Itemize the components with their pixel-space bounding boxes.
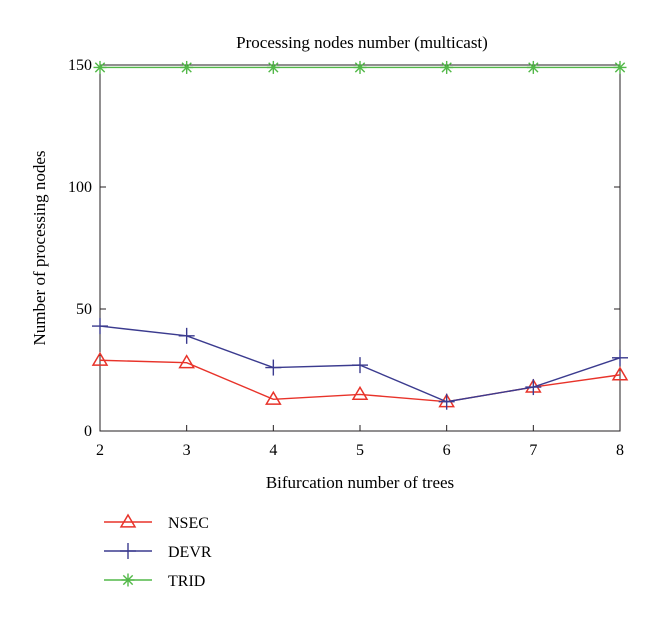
plot-area-frame xyxy=(99,64,621,432)
y-tick-label: 50 xyxy=(76,301,92,318)
y-tick-label: 0 xyxy=(84,423,92,440)
data-point-nsec xyxy=(611,366,629,381)
data-point-devr xyxy=(612,349,628,366)
legend-marker-trid xyxy=(121,573,135,587)
data-point-trid xyxy=(180,60,194,74)
data-point-devr xyxy=(438,393,455,410)
legend: NSEC DEVR TRID xyxy=(104,513,212,590)
data-point-trid xyxy=(613,60,627,74)
legend-marker-nsec xyxy=(119,513,137,528)
y-tick-label: 150 xyxy=(68,57,92,74)
data-point-trid xyxy=(526,60,540,74)
y-axis-label: Number of processing nodes xyxy=(30,151,49,346)
legend-item-devr: DEVR xyxy=(104,543,212,561)
data-point-nsec xyxy=(265,390,282,405)
data-point-devr xyxy=(265,359,282,376)
series-layer xyxy=(91,60,629,410)
data-point-trid xyxy=(353,60,367,74)
data-point-nsec xyxy=(351,385,369,401)
legend-marker-devr xyxy=(120,543,136,559)
y-tick-label: 100 xyxy=(68,179,92,196)
data-point-trid xyxy=(266,60,280,74)
legend-item-nsec: NSEC xyxy=(104,513,209,532)
x-tick-label: 6 xyxy=(443,442,451,459)
legend-label-nsec: NSEC xyxy=(168,515,209,532)
data-point-devr xyxy=(178,327,195,344)
data-point-devr xyxy=(525,379,542,396)
x-axis-label: Bifurcation number of trees xyxy=(266,473,454,492)
data-point-nsec xyxy=(91,351,109,366)
x-tick-label: 5 xyxy=(356,442,364,459)
x-tick-label: 2 xyxy=(96,442,104,459)
data-point-devr xyxy=(92,318,108,335)
chart-title: Processing nodes number (multicast) xyxy=(236,33,488,52)
x-tick-label: 8 xyxy=(616,442,624,459)
x-tick-label: 4 xyxy=(269,442,277,459)
data-point-trid xyxy=(440,60,454,74)
x-tick-label: 7 xyxy=(529,442,537,459)
data-point-devr xyxy=(352,357,368,374)
legend-label-devr: DEVR xyxy=(168,544,212,561)
legend-item-trid: TRID xyxy=(104,573,205,590)
data-point-nsec xyxy=(178,354,195,369)
x-tick-label: 3 xyxy=(183,442,191,459)
legend-label-trid: TRID xyxy=(168,573,205,590)
y-axis: 0 50 100 150 xyxy=(68,57,620,440)
data-point-trid xyxy=(93,60,107,74)
